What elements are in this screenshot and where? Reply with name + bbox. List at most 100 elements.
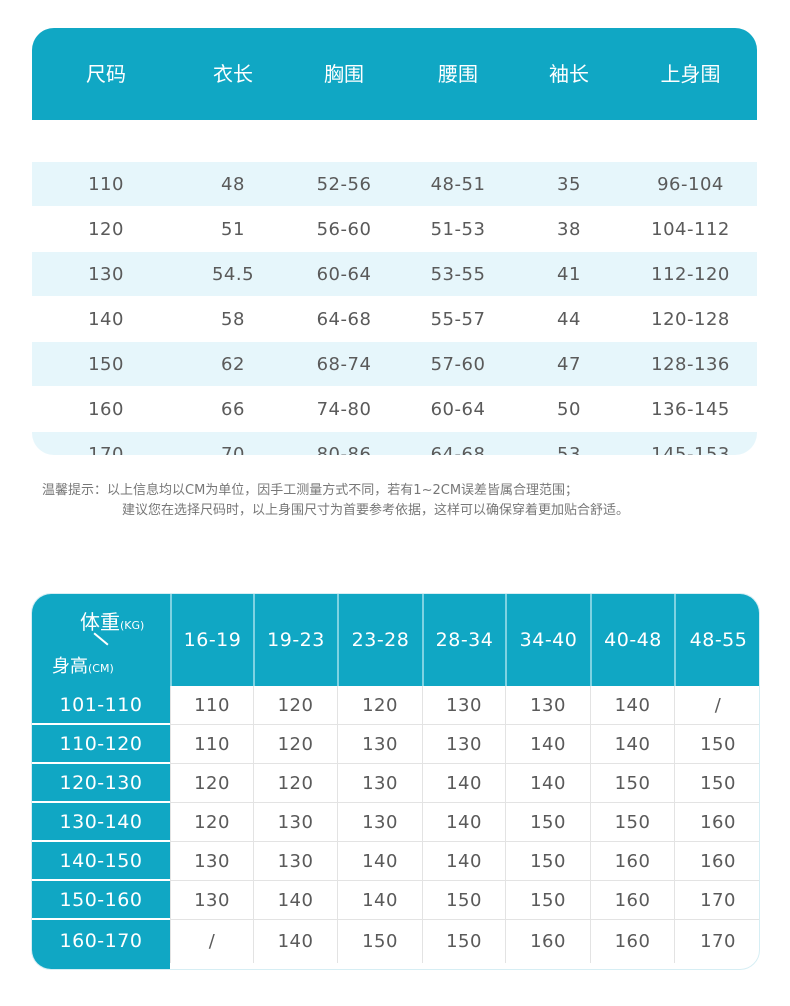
height-text: 身高 — [52, 656, 88, 677]
fit-row: 130 130 140 140 150 160 160 — [170, 842, 759, 881]
recommended-size-cell: 130 — [337, 725, 422, 763]
recommended-size-cell: 130 — [505, 686, 590, 724]
cell-chest: 80-86 — [316, 443, 372, 456]
fit-row: 110 120 130 130 140 140 150 — [170, 725, 759, 764]
recommended-size-cell: 150 — [422, 881, 505, 919]
fit-row: /140 150 150 160 160 170 — [170, 920, 759, 963]
cell-length: 54.5 — [211, 263, 255, 285]
weight-header-row: 16-19 19-23 23-28 28-34 34-40 40-48 48-55 — [170, 594, 759, 686]
recommended-size-cell: 150 — [505, 881, 590, 919]
cell-sleeve: 38 — [557, 218, 581, 240]
height-header-column: 101-110 110-120 120-130 130-140 140-150 150-1… — [32, 686, 170, 969]
note-label: 温馨提示： — [42, 483, 108, 498]
cell-upper-body: 96-104 — [657, 173, 724, 195]
cell-length: 70 — [221, 443, 245, 456]
height-unit: (CM) — [88, 662, 114, 675]
weight-range-header: 19-23 — [253, 594, 337, 686]
cell-chest: 74-80 — [316, 398, 372, 420]
cell-chest: 68-74 — [316, 353, 372, 375]
weight-range-header: 34-40 — [505, 594, 590, 686]
weight-range-header: 40-48 — [590, 594, 674, 686]
recommended-size-cell: 160 — [590, 881, 674, 919]
cell-sleeve: 50 — [557, 398, 581, 420]
recommended-size-cell: 160 — [505, 920, 590, 963]
recommended-size-cell: 150 — [674, 725, 759, 763]
recommended-size-cell: 160 — [590, 920, 674, 963]
recommended-size-cell: 120 — [253, 725, 337, 763]
recommended-size-cell: / — [674, 686, 759, 724]
cell-sleeve: 44 — [557, 308, 581, 330]
recommended-size-cell: 140 — [253, 920, 337, 963]
cell-chest: 60-64 — [316, 263, 372, 285]
recommended-size-cell: 160 — [674, 803, 759, 841]
size-table-header: 尺码 衣长 胸围 腰围 袖长 上身围 — [32, 28, 757, 120]
recommended-size-cell: 130 — [170, 842, 253, 880]
cell-upper-body: 145-153 — [651, 443, 730, 456]
recommended-size-cell: 140 — [590, 686, 674, 724]
cell-waist: 48-51 — [430, 173, 486, 195]
size-row: 130 54.5 60-64 53-55 41 112-120 — [32, 252, 757, 296]
note-line-1: 以上信息均以CM为单位，因手工测量方式不同，若有1~2CM误差皆属合理范围； — [107, 483, 579, 498]
recommended-size-cell: 170 — [674, 920, 759, 963]
recommended-size-cell: 130 — [337, 764, 422, 802]
recommended-size-cell: 120 — [253, 686, 337, 724]
cell-upper-body: 136-145 — [651, 398, 730, 420]
recommended-size-cell: 140 — [505, 725, 590, 763]
note-line-2: 建议您在选择尺码时，以上身围尺寸为首要参考依据，这样可以确保穿着更加贴合舒适。 — [122, 503, 630, 518]
cell-sleeve: 53 — [557, 443, 581, 456]
recommended-size-cell: 130 — [422, 725, 505, 763]
fit-row: 130 140 140 150 150 160 170 — [170, 881, 759, 920]
weight-unit: (KG) — [120, 619, 145, 632]
size-measurement-table: 尺码 衣长 胸围 腰围 袖长 上身围 110 48 52-56 48-51 35 96-1… — [32, 28, 757, 455]
cell-waist: 51-53 — [430, 218, 486, 240]
recommended-size-cell: 160 — [590, 842, 674, 880]
weight-label: 体重(KG) — [80, 606, 144, 635]
recommended-size-cell: 140 — [422, 842, 505, 880]
height-range-header: 120-130 — [32, 764, 170, 803]
header-waist: 腰围 — [438, 62, 478, 86]
height-range-header: 110-120 — [32, 725, 170, 764]
height-range-header: 160-170 — [59, 930, 143, 952]
recommended-size-cell: 170 — [674, 881, 759, 919]
recommended-size-cell: 150 — [505, 842, 590, 880]
cell-waist: 64-68 — [430, 443, 486, 456]
height-range-header: 101-110 — [32, 686, 170, 725]
height-range-header: 140-150 — [32, 842, 170, 881]
cell-size: 110 — [88, 173, 124, 195]
cell-length: 62 — [221, 353, 245, 375]
cell-upper-body: 112-120 — [651, 263, 730, 285]
recommended-size-cell: 140 — [422, 764, 505, 802]
recommended-size-cell: 150 — [590, 764, 674, 802]
cell-length: 51 — [221, 218, 245, 240]
recommended-size-cell: / — [170, 920, 253, 963]
cell-waist: 57-60 — [430, 353, 486, 375]
cell-size: 130 — [88, 263, 124, 285]
cell-waist: 55-57 — [430, 308, 486, 330]
recommended-size-cell: 110 — [170, 686, 253, 724]
cell-chest: 52-56 — [316, 173, 372, 195]
weight-range-header: 28-34 — [422, 594, 505, 686]
size-table-body: 110 48 52-56 48-51 35 96-104 120 51 56-60 51-53 38… — [32, 162, 757, 455]
size-row: 170 70 80-86 64-68 53 145-153 — [32, 432, 757, 455]
size-row: 150 62 68-74 57-60 47 128-136 — [32, 342, 757, 386]
recommended-size-cell: 140 — [337, 881, 422, 919]
weight-text: 体重 — [80, 610, 120, 634]
recommended-size-cell: 120 — [170, 764, 253, 802]
header-sleeve: 袖长 — [549, 62, 589, 86]
fit-row: 110 120 120 130 130 140/ — [170, 686, 759, 725]
cell-size: 160 — [88, 398, 124, 420]
cell-waist: 53-55 — [430, 263, 486, 285]
fit-table-body: 110 120 120 130 130 140/110 120 130 130 140 140 150… — [170, 686, 759, 963]
recommended-size-cell: 130 — [253, 803, 337, 841]
recommended-size-cell: 120 — [253, 764, 337, 802]
recommended-size-cell: 140 — [422, 803, 505, 841]
cell-upper-body: 120-128 — [651, 308, 730, 330]
size-row: 140 58 64-68 55-57 44 120-128 — [32, 297, 757, 341]
cell-sleeve: 47 — [557, 353, 581, 375]
recommended-size-cell: 130 — [337, 803, 422, 841]
fit-row: 120 130 130 140 150 150 160 — [170, 803, 759, 842]
cell-sleeve: 41 — [557, 263, 581, 285]
height-label: 身高(CM) — [52, 652, 114, 678]
recommended-size-cell: 140 — [590, 725, 674, 763]
header-size: 尺码 — [86, 62, 126, 86]
